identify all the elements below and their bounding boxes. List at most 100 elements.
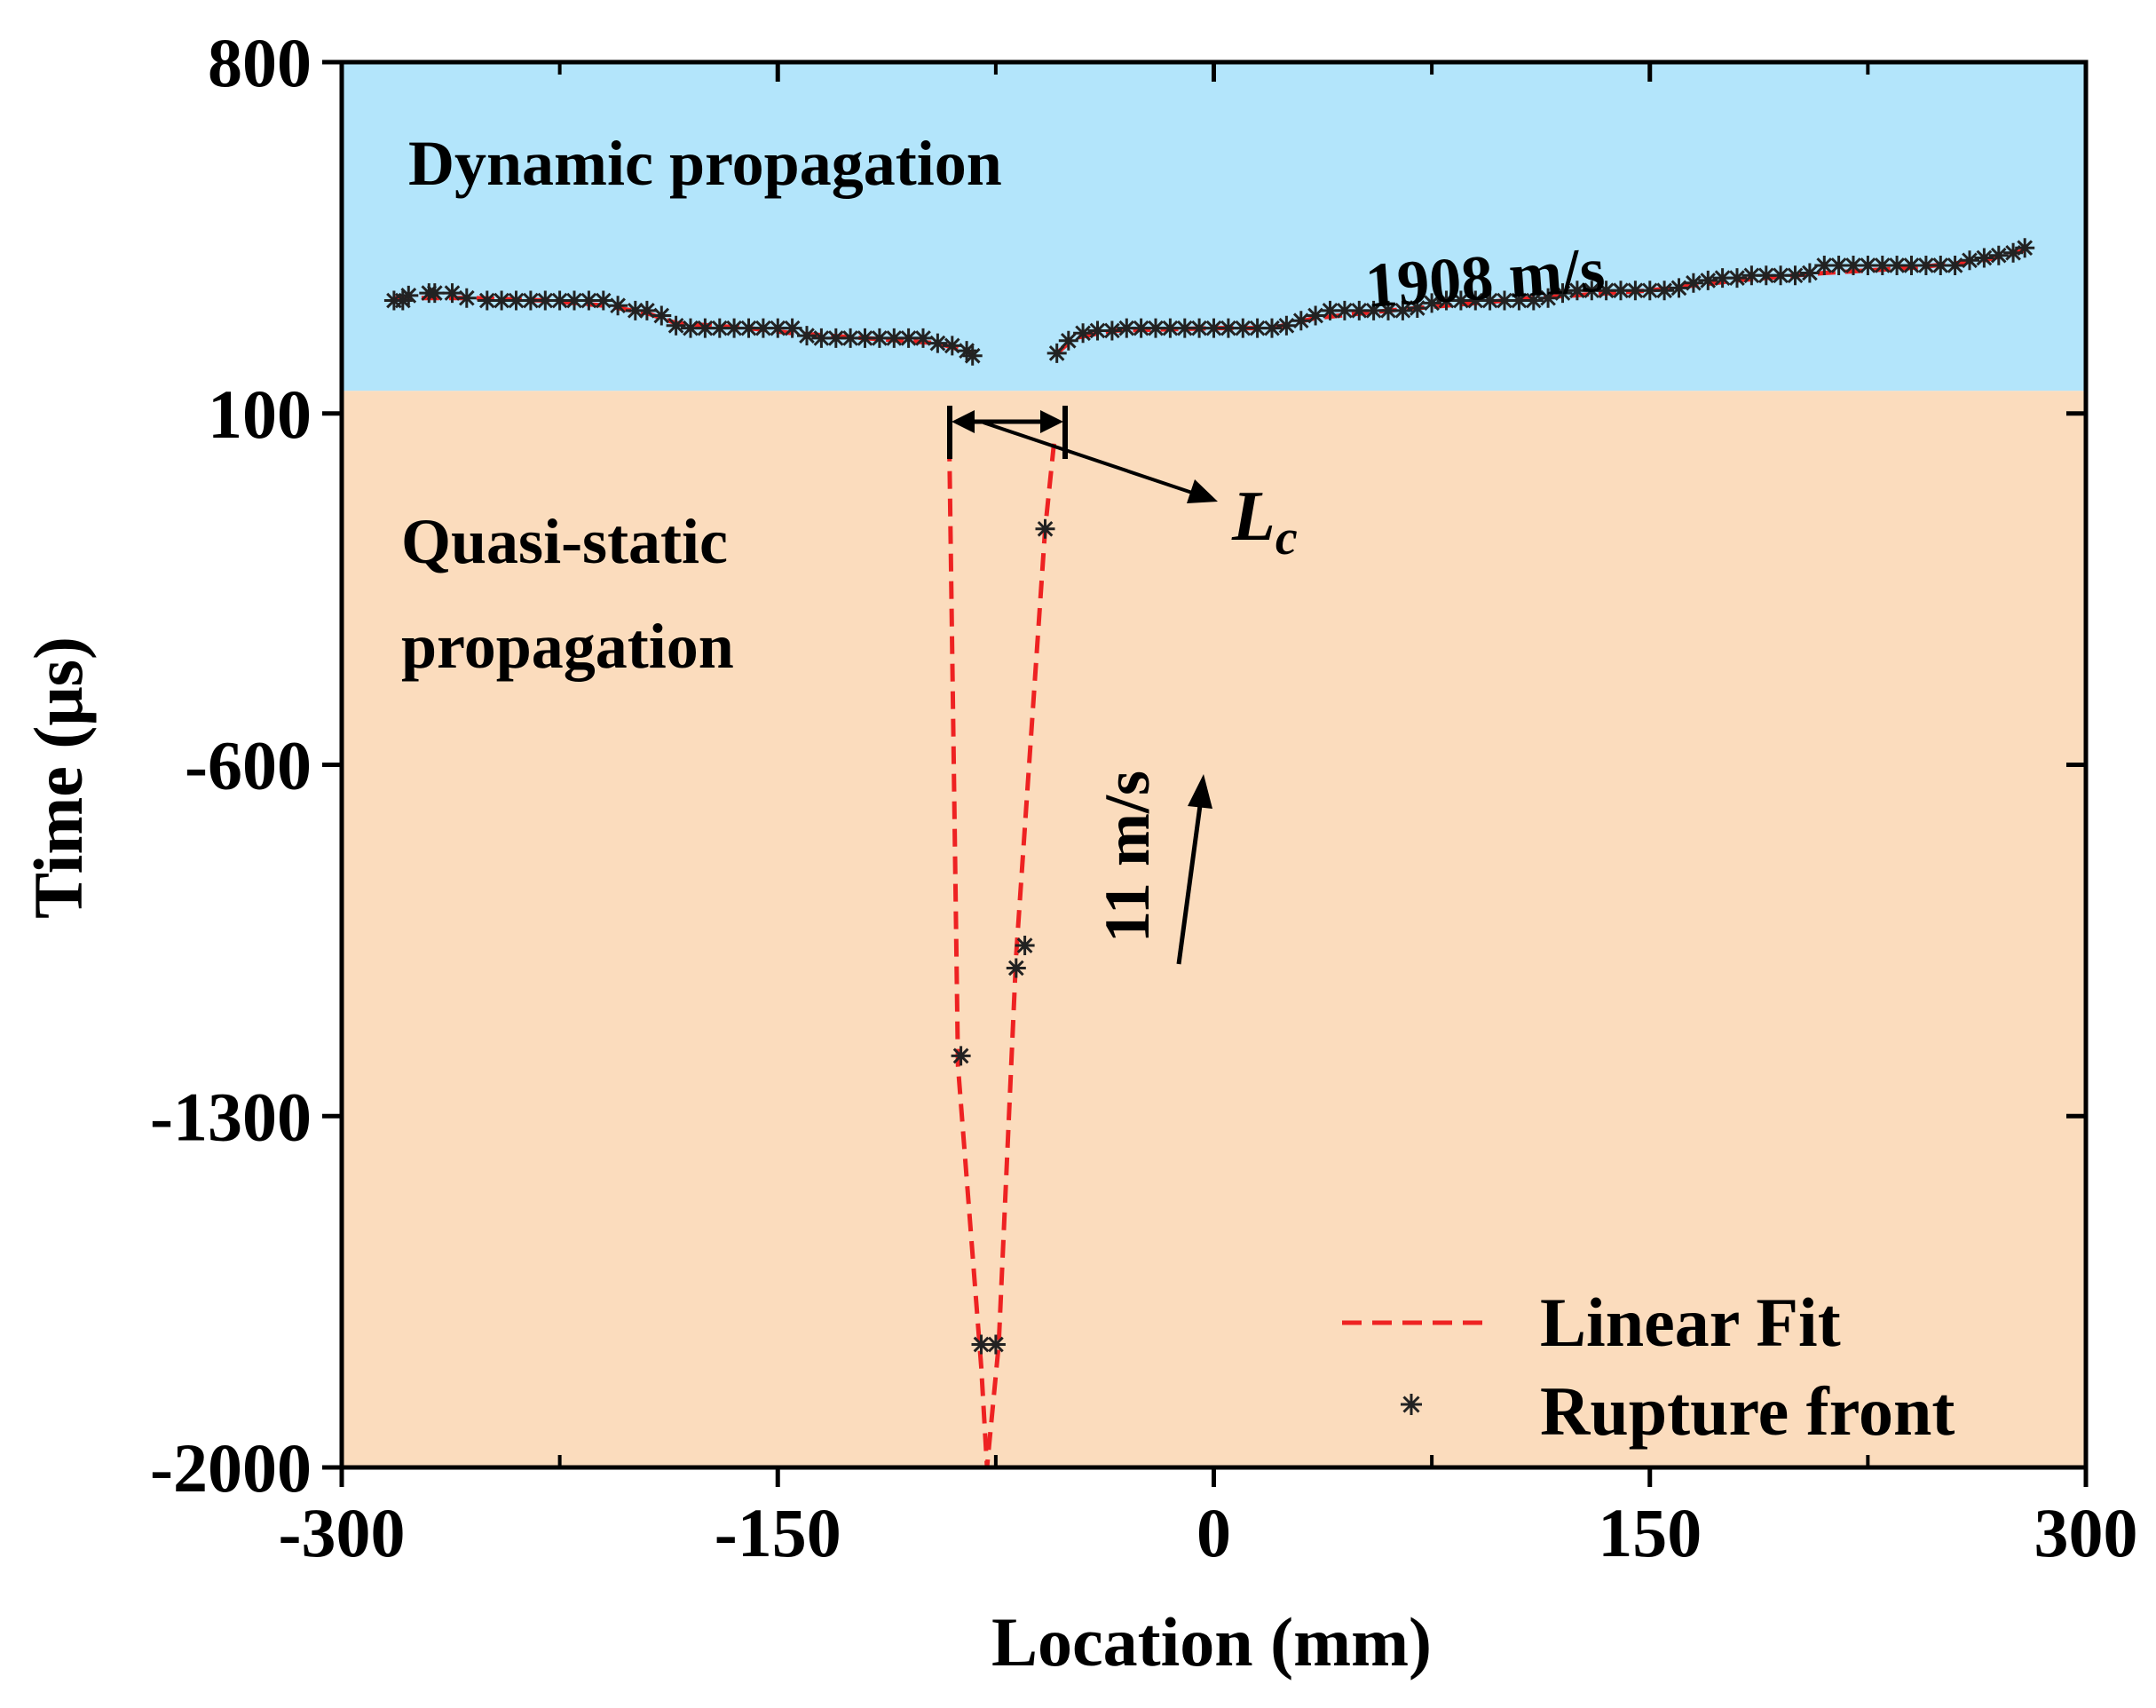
rupture-front-point [1509, 290, 1529, 311]
critical-length-marker [947, 406, 1218, 503]
rupture-front-point [1960, 250, 1979, 271]
rupture-front-point [884, 328, 904, 348]
rupture-front-point [1567, 281, 1587, 301]
dynamic-region-label: Dynamic propagation [408, 128, 1002, 199]
rupture-front-point [1523, 290, 1544, 311]
rupture-front-point [1073, 323, 1094, 344]
rupture-front-point [1741, 265, 1762, 286]
rupture-front-point [681, 318, 700, 338]
x-tick-label: 300 [2034, 1494, 2138, 1571]
rupture-front-point [593, 290, 613, 311]
rupture-front-point [1945, 256, 1965, 275]
rupture-front-point [1015, 936, 1035, 955]
rupture-front-point [1087, 320, 1108, 341]
legend-linear-fit-label: Linear Fit [1540, 1284, 1841, 1361]
rupture-front-point [753, 318, 773, 338]
rupture-front-point [1799, 263, 1820, 283]
rupture-front-point [1756, 265, 1776, 286]
rupture-front-point [1596, 281, 1616, 301]
rupture-front-point [951, 1046, 971, 1066]
rupture-front-point [898, 328, 919, 348]
rupture-front-point [985, 1334, 1006, 1355]
rupture-front-point [1611, 281, 1631, 301]
rupture-front-point [1035, 518, 1055, 539]
rupture-front-point [1174, 318, 1195, 338]
x-tick-label: -300 [279, 1494, 406, 1571]
rupture-front-point [1915, 256, 1936, 275]
rupture-front-point [1006, 958, 1026, 978]
rupture-front-point [1655, 281, 1675, 301]
rupture-front-point [1465, 290, 1486, 311]
rupture-front-point [424, 283, 445, 304]
rupture-front-point [1233, 318, 1253, 338]
rupture-front-point [456, 288, 477, 308]
rupture-front-point [1363, 300, 1384, 320]
rupture-front-point [1422, 293, 1442, 313]
rupture-front-point [520, 290, 541, 311]
y-tick-label: -2000 [150, 1429, 312, 1506]
rupture-front-point [1306, 305, 1326, 326]
rupture-front-point [695, 318, 715, 338]
critical-length-symbol: L [1231, 478, 1275, 556]
dynamic-speed-label: 1908 m/s [1363, 233, 1607, 321]
rupture-front-point [1204, 318, 1224, 338]
critical-length-subscript: c [1275, 510, 1298, 565]
rupture-front-point [1872, 256, 1892, 275]
linear-fit-segment-3 [984, 443, 1056, 1468]
rupture-front-point [738, 318, 759, 338]
x-tick-label: 150 [1598, 1494, 1702, 1571]
rupture-front-point [1552, 283, 1573, 304]
rupture-front-point [1334, 300, 1354, 320]
rupture-front-point [1931, 256, 1951, 275]
rupture-front-point [1887, 256, 1907, 275]
rupture-front-point [1771, 265, 1791, 286]
y-tick-label: -1300 [150, 1078, 312, 1155]
tick-labels: -300 -150 0 150 300 800 100 -600 -1300 -2000 [150, 24, 2137, 1571]
rupture-front-point [579, 290, 599, 311]
quasi-speed-arrowhead [1188, 774, 1212, 809]
quasi-speed-arrow [1176, 798, 1204, 965]
quasi-static-region-label-line1: Quasi-static [401, 506, 728, 577]
rupture-front-point [1262, 318, 1282, 338]
plot-frame [339, 59, 2089, 1470]
rupture-front-point [1276, 315, 1297, 336]
rupture-front-point [1189, 318, 1210, 338]
rupture-front-point [477, 290, 497, 311]
quasi-static-region-background [342, 391, 2086, 1467]
rupture-front-point [565, 290, 584, 311]
rupture-front-point [1901, 256, 1922, 275]
rupture-front-point [625, 300, 645, 320]
rupture-front-point [1436, 290, 1457, 311]
rupture-front-point [1639, 281, 1660, 301]
rupture-front-point [768, 318, 788, 338]
rupture-front-point [1218, 318, 1238, 338]
rupture-front-point [971, 1334, 991, 1355]
rupture-front-point [1058, 330, 1078, 351]
y-axis-label: Time (μs) [20, 637, 97, 919]
rupture-front-point [1538, 288, 1559, 308]
rupture-front-point [666, 315, 686, 336]
rupture-front-markers [383, 238, 2035, 1355]
rupture-front-point [1698, 270, 1718, 290]
y-tick-label: 100 [208, 376, 312, 453]
x-axis-label: Location (mm) [991, 1603, 1432, 1680]
rupture-front-point [1625, 281, 1646, 301]
rupture-front-point [1988, 245, 2009, 265]
legend: Linear Fit Rupture front [1342, 1284, 1955, 1450]
rupture-front-point [1131, 318, 1151, 338]
rupture-front-point [1117, 318, 1137, 338]
rupture-front-point [1046, 343, 1067, 363]
rupture-front-point [549, 290, 570, 311]
rupture-front-point [1974, 248, 1994, 268]
x-tick-label: -150 [715, 1494, 841, 1571]
rupture-front-point [855, 328, 875, 348]
legend-rupture-front-swatch [1401, 1394, 1422, 1415]
y-tick-label: 800 [208, 24, 312, 101]
rupture-front-point [1450, 290, 1471, 311]
rupture-front-point [636, 300, 657, 320]
rupture-front-point [1858, 256, 1878, 275]
rupture-front-point [608, 296, 628, 316]
rupture-front-point [709, 318, 730, 338]
quasi-static-region-label-line2: propagation [401, 611, 734, 682]
rupture-front-point [535, 290, 556, 311]
